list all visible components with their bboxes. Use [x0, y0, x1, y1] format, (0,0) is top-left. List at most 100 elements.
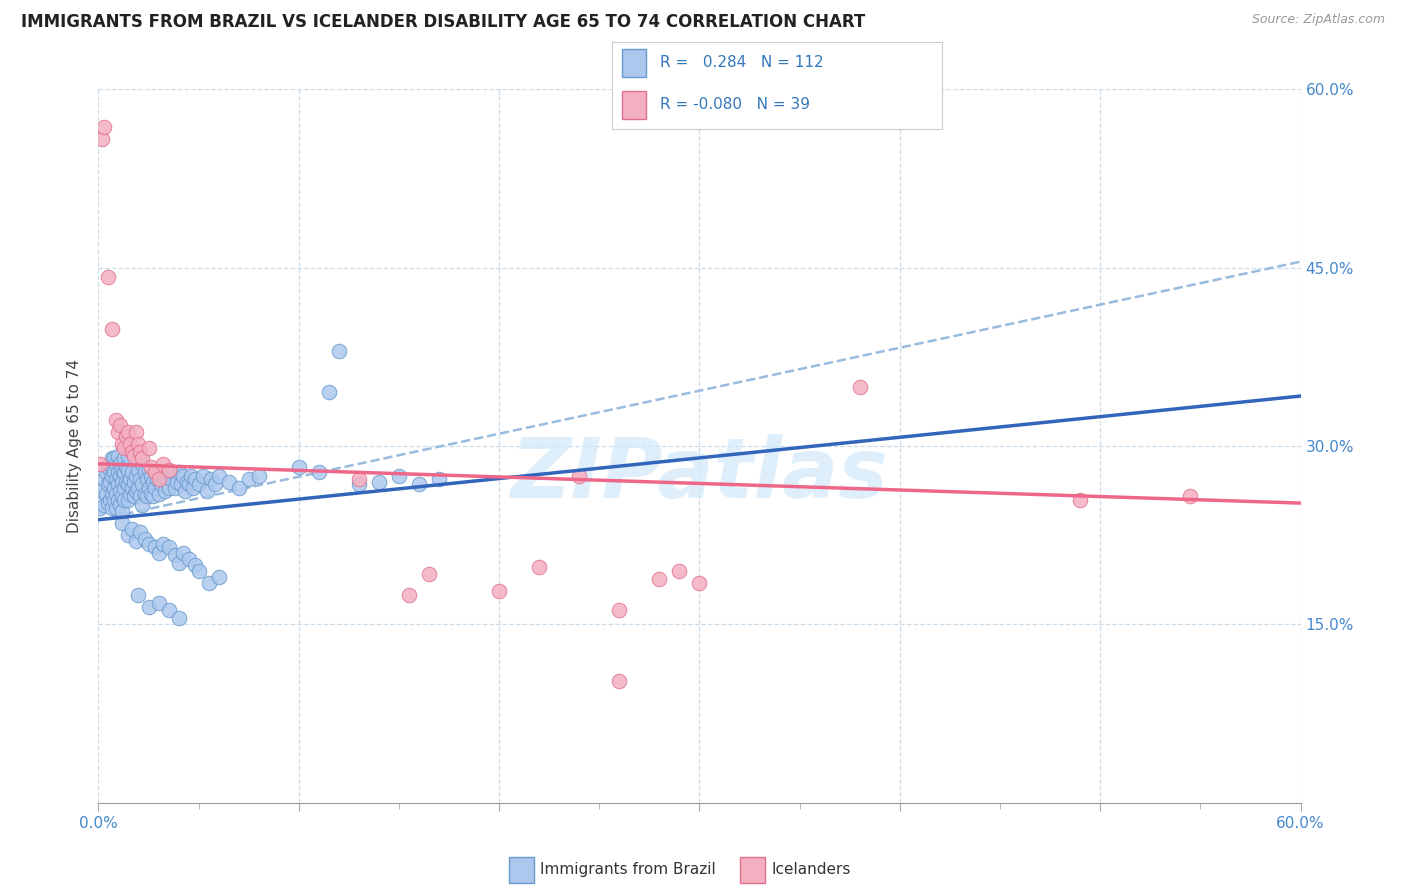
Point	[117, 463, 139, 477]
Point	[172, 546, 194, 560]
Point	[114, 492, 136, 507]
Point	[89, 500, 111, 515]
Point	[398, 588, 420, 602]
Point	[308, 465, 330, 479]
Point	[103, 450, 125, 465]
Point	[167, 465, 190, 479]
Point	[114, 450, 136, 465]
Point	[318, 385, 340, 400]
Point	[1180, 489, 1202, 503]
Point	[162, 465, 184, 479]
Point	[208, 570, 231, 584]
Point	[111, 489, 134, 503]
Point	[125, 468, 148, 483]
Point	[176, 475, 198, 489]
Bar	[621, 91, 647, 119]
Point	[145, 472, 167, 486]
Point	[131, 477, 153, 491]
Point	[609, 603, 631, 617]
Point	[103, 465, 125, 479]
Point	[105, 486, 128, 500]
Point	[609, 674, 631, 689]
Point	[166, 475, 188, 489]
Point	[143, 540, 166, 554]
Point	[408, 477, 430, 491]
Point	[105, 472, 128, 486]
Point	[101, 500, 124, 515]
Point	[135, 489, 157, 503]
Point	[97, 270, 120, 285]
Point	[135, 472, 157, 486]
Point	[1069, 492, 1091, 507]
Point	[115, 429, 138, 443]
Point	[148, 486, 170, 500]
Point	[157, 481, 180, 495]
Point	[238, 472, 260, 486]
Point	[141, 489, 163, 503]
Point	[110, 499, 132, 513]
Point	[111, 475, 134, 489]
Point	[101, 486, 124, 500]
Text: Icelanders: Icelanders	[772, 863, 851, 877]
Point	[117, 425, 139, 439]
Point	[107, 465, 129, 479]
Point	[180, 468, 202, 483]
Point	[129, 445, 152, 459]
Point	[347, 477, 370, 491]
Point	[247, 468, 270, 483]
Point	[138, 442, 160, 456]
Point	[105, 500, 128, 515]
Point	[107, 492, 129, 507]
Point	[427, 472, 450, 486]
Point	[134, 532, 156, 546]
Point	[138, 481, 160, 495]
Point	[105, 413, 128, 427]
Bar	[740, 857, 765, 882]
Point	[148, 472, 170, 486]
Point	[187, 477, 209, 491]
Point	[157, 603, 180, 617]
Point	[288, 460, 311, 475]
Point	[125, 534, 148, 549]
Point	[197, 575, 219, 590]
Point	[153, 484, 176, 499]
Point	[125, 484, 148, 499]
Point	[114, 442, 136, 456]
Point	[191, 468, 214, 483]
Point	[849, 379, 872, 393]
Point	[107, 425, 129, 439]
Point	[131, 457, 153, 471]
Point	[138, 599, 160, 614]
Point	[177, 477, 200, 491]
Text: Immigrants from Brazil: Immigrants from Brazil	[540, 863, 716, 877]
Point	[388, 468, 411, 483]
Point	[103, 492, 125, 507]
Point	[668, 564, 690, 578]
Point	[138, 536, 160, 550]
Point	[121, 481, 143, 495]
Point	[114, 481, 136, 495]
Point	[93, 120, 115, 135]
Point	[115, 475, 138, 489]
Point	[120, 436, 142, 450]
Point	[139, 460, 162, 475]
Point	[228, 481, 250, 495]
Point	[103, 481, 125, 495]
Point	[529, 560, 551, 574]
Point	[111, 504, 134, 518]
Point	[148, 546, 170, 560]
Point	[169, 477, 191, 491]
Point	[96, 465, 118, 479]
Point	[131, 499, 153, 513]
Point	[97, 496, 120, 510]
Point	[328, 343, 350, 358]
Text: IMMIGRANTS FROM BRAZIL VS ICELANDER DISABILITY AGE 65 TO 74 CORRELATION CHART: IMMIGRANTS FROM BRAZIL VS ICELANDER DISA…	[21, 13, 865, 31]
Point	[141, 475, 163, 489]
Text: Source: ZipAtlas.com: Source: ZipAtlas.com	[1251, 13, 1385, 27]
Point	[128, 588, 150, 602]
Point	[91, 484, 114, 499]
Point	[167, 556, 190, 570]
Point	[124, 489, 146, 503]
Bar	[621, 49, 647, 77]
Point	[131, 450, 153, 465]
